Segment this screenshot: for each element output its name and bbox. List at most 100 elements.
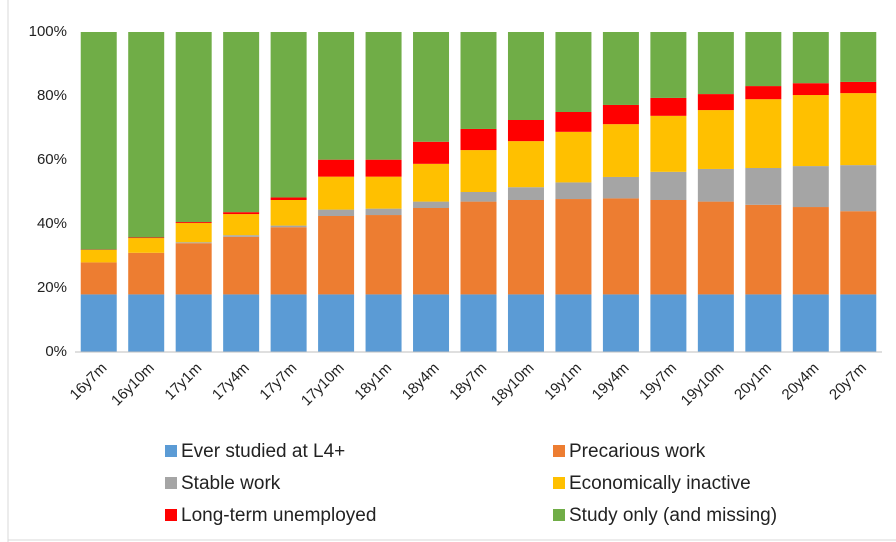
bar-segment	[507, 200, 544, 295]
bar-segment	[602, 294, 639, 352]
bar-segment	[318, 176, 355, 210]
bar-segment	[555, 199, 592, 295]
legend-swatch	[553, 445, 565, 457]
bar-segment	[697, 94, 734, 111]
bar-segment	[175, 294, 212, 352]
bar-segment	[840, 93, 877, 166]
bar-segment	[318, 294, 355, 352]
bar-segment	[745, 86, 782, 100]
bar-segment	[840, 32, 877, 82]
bar-segment	[460, 32, 497, 129]
bar-segment	[270, 200, 307, 226]
bar-segment	[507, 187, 544, 200]
bar-segment	[555, 131, 592, 183]
bar-segment	[175, 223, 212, 243]
bar-segment	[365, 159, 402, 177]
bar-segment	[318, 216, 355, 295]
y-tick-label: 100%	[29, 23, 67, 40]
bar-segment	[365, 208, 402, 216]
y-tick-label: 0%	[45, 343, 67, 360]
bar-segment	[507, 294, 544, 352]
x-tick-label: 18y4m	[399, 360, 443, 404]
bar-segment	[270, 227, 307, 295]
bar-segment	[555, 182, 592, 200]
bar-segment	[650, 115, 687, 172]
x-tick-label: 20y4m	[779, 360, 823, 404]
x-tick-label: 19y4m	[589, 360, 633, 404]
bar-segment	[650, 294, 687, 352]
bar-segment	[413, 201, 450, 208]
bar-segment	[507, 32, 544, 120]
bar-segment	[792, 207, 829, 295]
bar-segment	[555, 294, 592, 352]
bar-segment	[223, 235, 260, 237]
bar-segment	[270, 32, 307, 198]
bar-segment	[270, 225, 307, 228]
bar-segment	[745, 99, 782, 168]
bar-segment	[840, 81, 877, 94]
bar-segment	[745, 204, 782, 295]
y-tick-label: 60%	[37, 151, 67, 168]
x-tick-label: 18y7m	[446, 360, 490, 404]
x-tick-label: 17y1m	[161, 360, 205, 404]
bar-segment	[318, 209, 355, 216]
legend-label: Long-term unemployed	[181, 505, 376, 526]
bar-segment	[175, 32, 212, 223]
bar-segment	[460, 294, 497, 352]
bar-segment	[697, 110, 734, 169]
legend-swatch	[553, 509, 565, 521]
x-tick-label: 17y4m	[209, 360, 253, 404]
bar-segment	[318, 32, 355, 160]
bar-segment	[128, 238, 165, 253]
legend-swatch	[553, 477, 565, 489]
bar-segment	[175, 222, 212, 224]
bar-segment	[175, 242, 212, 244]
bar-segment	[365, 215, 402, 295]
bar-segment	[650, 97, 687, 116]
bar-segment	[602, 124, 639, 177]
bar-segment	[840, 211, 877, 295]
bar-segment	[460, 150, 497, 192]
bar-segment	[697, 294, 734, 352]
bar-segment	[697, 201, 734, 295]
bar-segment	[602, 104, 639, 125]
bar-segment	[792, 166, 829, 208]
bar-segment	[460, 128, 497, 151]
bar-segment	[840, 165, 877, 212]
x-tick-label: 17y7m	[256, 360, 300, 404]
bar-segment	[128, 294, 165, 352]
bar-segment	[413, 208, 450, 295]
bar-segment	[128, 252, 165, 295]
x-tick-label: 20y1m	[731, 360, 775, 404]
x-tick-label: 16y10m	[108, 360, 158, 410]
bar-segment	[413, 294, 450, 352]
bar-segment	[602, 176, 639, 199]
bar-segment	[365, 32, 402, 160]
bar-segment	[413, 141, 450, 164]
bar-segment	[745, 294, 782, 352]
bar-segment	[365, 176, 402, 209]
x-tick-label: 18y1m	[351, 360, 395, 404]
x-tick-label: 18y10m	[488, 360, 538, 410]
bar-segment	[507, 141, 544, 188]
bar-segment	[80, 262, 117, 295]
bar-segment	[80, 294, 117, 352]
bar-segment	[792, 294, 829, 352]
bar-segment	[223, 236, 260, 295]
bar-segment	[650, 32, 687, 98]
bar-segment	[697, 32, 734, 95]
bar-segment	[555, 32, 592, 112]
bar-segment	[175, 243, 212, 295]
bar-segment	[792, 32, 829, 84]
bar-segment	[792, 95, 829, 167]
legend-swatch	[165, 509, 177, 521]
bar-segment	[223, 212, 260, 215]
legend-label: Study only (and missing)	[569, 505, 777, 526]
bar-segment	[697, 168, 734, 202]
x-tick-label: 19y10m	[678, 360, 728, 410]
bar-segment	[80, 249, 117, 263]
x-tick-label: 19y7m	[636, 360, 680, 404]
bar-segment	[365, 294, 402, 352]
bar-segment	[602, 32, 639, 105]
